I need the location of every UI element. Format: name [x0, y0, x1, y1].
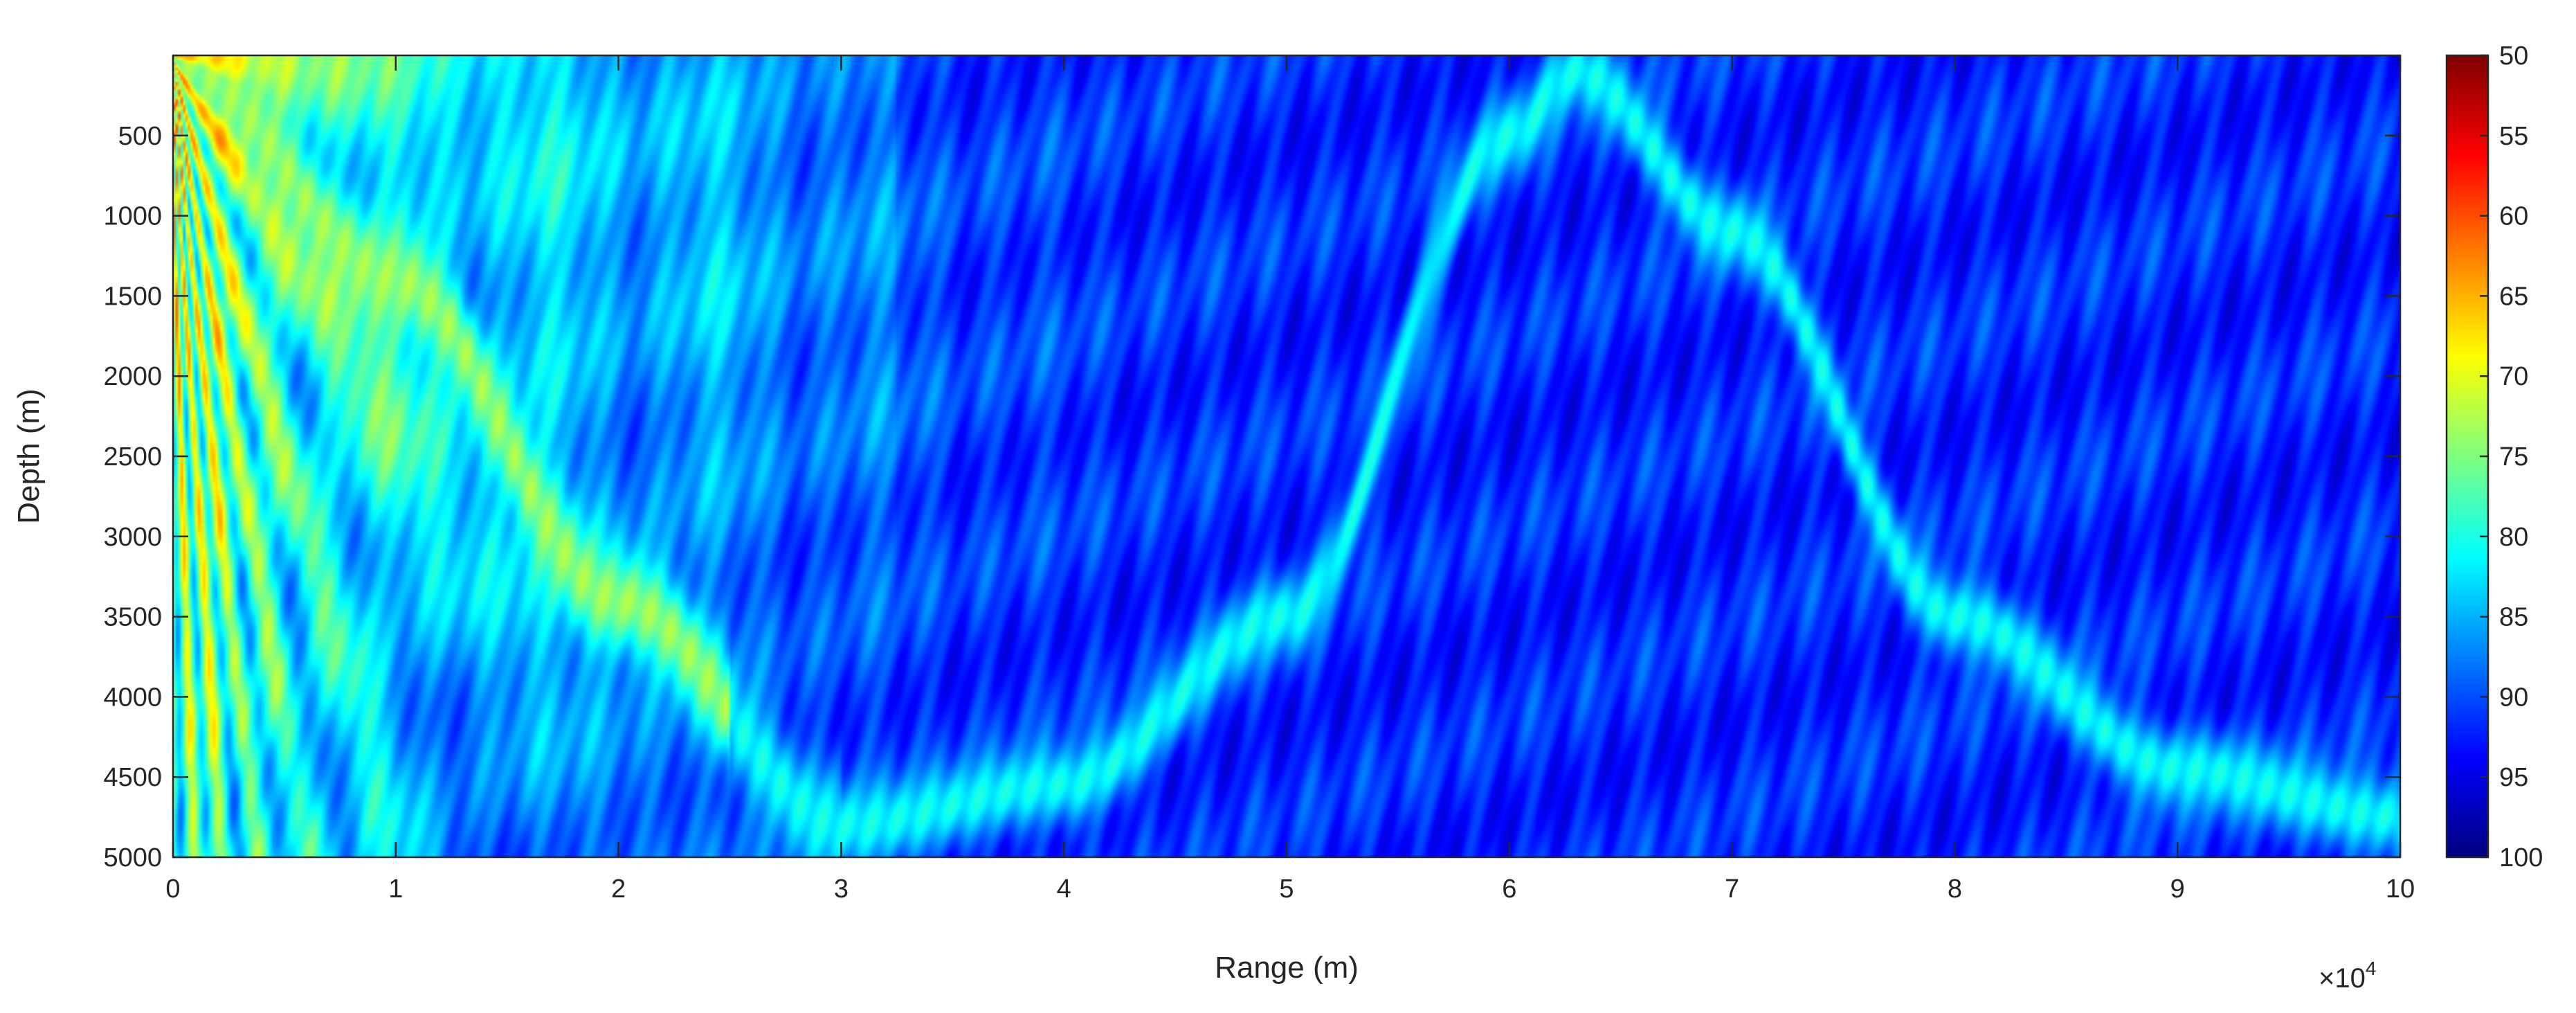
x-tick-label-10: 10 [2386, 875, 2415, 904]
y-tick-label-2: 1500 [103, 282, 162, 311]
colorbar-tick-label-10: 100 [2499, 843, 2543, 872]
x-axis-label: Range (m) [1215, 951, 1359, 985]
x-tick-label-9: 9 [2170, 875, 2185, 904]
colorbar-tick-label-1: 55 [2499, 122, 2528, 151]
x-tick-label-5: 5 [1279, 875, 1294, 904]
x-tick-label-3: 3 [834, 875, 849, 904]
y-tick-label-7: 4000 [103, 683, 162, 712]
y-axis-label: Depth (m) [12, 388, 46, 524]
colorbar-tick-label-3: 65 [2499, 282, 2528, 311]
x-exponent-label: ×104 [2319, 958, 2376, 994]
colorbar-tick-label-8: 90 [2499, 683, 2528, 712]
y-tick-label-5: 3000 [103, 523, 162, 552]
heatmap-image [173, 55, 2400, 857]
colorbar-tick-label-4: 70 [2499, 362, 2528, 391]
colorbar-tick-label-0: 50 [2499, 42, 2528, 71]
y-tick-label-0: 500 [118, 122, 162, 151]
x-tick-label-2: 2 [611, 875, 626, 904]
x-exponent-base: ×10 [2319, 963, 2366, 994]
y-tick-label-1: 1000 [103, 202, 162, 231]
y-tick-label-9: 5000 [103, 843, 162, 872]
y-ticks: 500 1000 1500 2000 2500 3000 3500 4000 4500 5000 [103, 122, 2400, 872]
x-tick-label-7: 7 [1725, 875, 1739, 904]
x-tick-label-4: 4 [1057, 875, 1071, 904]
x-tick-label-8: 8 [1948, 875, 1962, 904]
x-tick-label-0: 0 [165, 875, 180, 904]
x-tick-label-6: 6 [1502, 875, 1516, 904]
y-tick-label-3: 2000 [103, 362, 162, 391]
x-ticks: 0 1 2 3 4 5 6 7 8 9 10 [165, 55, 2415, 904]
x-tick-label-1: 1 [388, 875, 403, 904]
colorbar-tick-label-9: 95 [2499, 763, 2528, 792]
y-tick-label-4: 2500 [103, 442, 162, 472]
colorbar-tick-label-5: 75 [2499, 442, 2528, 472]
y-tick-label-6: 3500 [103, 603, 162, 632]
colorbar-ticks: 50 55 60 65 70 75 80 85 90 95 100 [2480, 42, 2543, 872]
colorbar-tick-label-6: 80 [2499, 523, 2528, 552]
x-exponent-power: 4 [2366, 958, 2377, 979]
colorbar-tick-label-7: 85 [2499, 603, 2528, 632]
colorbar-tick-label-2: 60 [2499, 202, 2528, 231]
y-tick-label-8: 4500 [103, 763, 162, 792]
